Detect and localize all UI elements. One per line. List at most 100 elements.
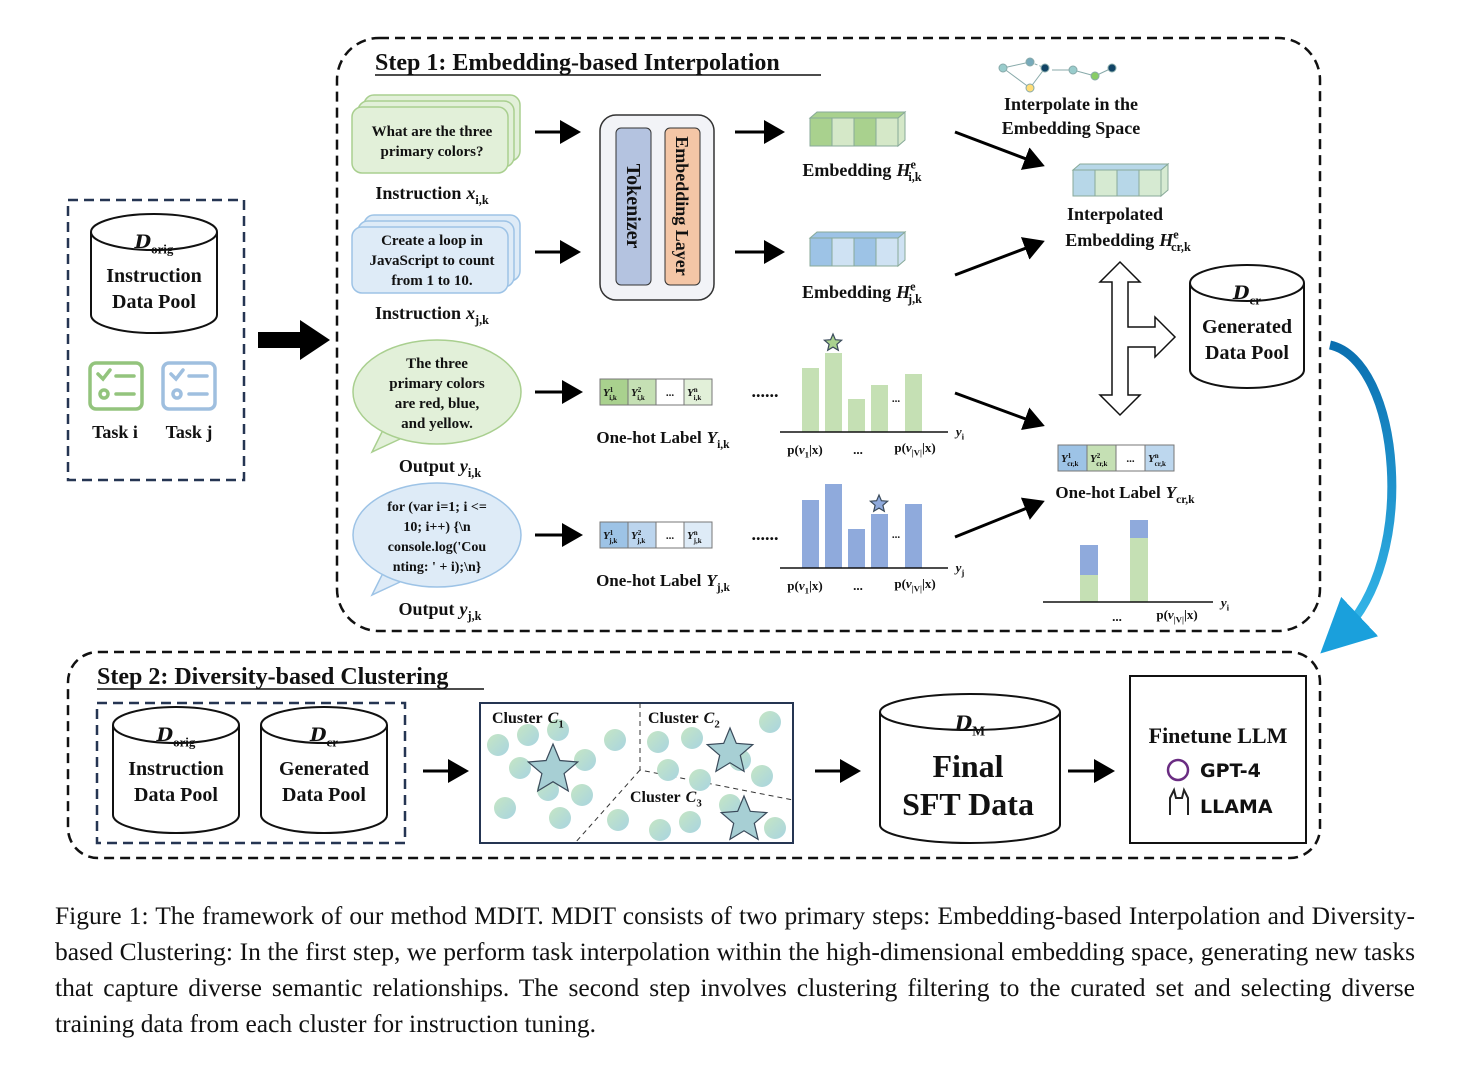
- pool-frame: [95, 701, 407, 845]
- text-part: e: [910, 279, 916, 293]
- math-label: Instruction xi,k: [375, 183, 488, 207]
- text-part: Y: [1090, 453, 1098, 465]
- text-part: Y: [1166, 483, 1178, 502]
- label: are red, blue,: [395, 396, 480, 412]
- pool-symbol: Dcr: [309, 724, 338, 749]
- distribution-bar: [871, 514, 888, 568]
- text-part: v: [906, 576, 912, 591]
- text-part: Embedding: [1065, 230, 1154, 250]
- text-part: cr,k: [1155, 460, 1166, 468]
- data-point: [604, 729, 626, 751]
- label: The three: [406, 356, 468, 372]
- label-cell: [683, 378, 713, 406]
- text-part: H: [895, 160, 911, 180]
- label: Generated: [279, 758, 369, 780]
- math-label: Instruction xj,k: [375, 303, 489, 327]
- math-label: p(v1|x): [787, 442, 822, 460]
- distribution-bar: [1080, 575, 1098, 602]
- label: ...: [892, 393, 901, 405]
- text-part: i: [1227, 603, 1230, 613]
- instruction-card: [351, 106, 509, 174]
- data-point: [574, 749, 596, 771]
- interpolate-icon: [998, 57, 1117, 93]
- embedding-cell: [1116, 169, 1140, 197]
- label: Step 1: Embedding-based Interpolation: [375, 50, 780, 76]
- text-part: Y: [603, 530, 611, 542]
- text-part: One-hot Label: [1055, 483, 1161, 502]
- data-point: [517, 724, 539, 746]
- text-part: C: [548, 710, 559, 727]
- cylinder: [90, 232, 218, 334]
- text-part: j,k: [608, 537, 617, 545]
- text-part: j,k: [907, 292, 922, 306]
- task-icon-j: [161, 361, 217, 411]
- text-part: n: [694, 386, 698, 394]
- label: Embedding Layer: [672, 136, 692, 276]
- label: Data Pool: [1205, 342, 1289, 364]
- label: SFT Data: [902, 786, 1034, 822]
- label: Embedding Space: [1002, 118, 1141, 138]
- data-point: [689, 769, 711, 791]
- distribution-bar: [1130, 538, 1148, 602]
- text-part: 3: [696, 797, 702, 809]
- distribution-bar: [905, 504, 922, 568]
- cell-label: Y1 j,k: [603, 529, 617, 545]
- label-cell: [1115, 444, 1146, 472]
- label: ...: [666, 530, 675, 542]
- math-label: p(v1|x): [787, 578, 822, 596]
- text-part: p(: [894, 576, 906, 591]
- data-point: [719, 794, 741, 816]
- cylinder-top: [260, 706, 388, 744]
- text-part: v: [799, 578, 805, 593]
- embedding-top: [808, 231, 907, 239]
- text-part: Y: [687, 530, 695, 542]
- cell-label: Y2 i,k: [631, 386, 645, 402]
- math-label: One-hot Label Ycr,k: [1055, 483, 1195, 506]
- data-point: [547, 719, 569, 741]
- text-part: Output: [399, 456, 455, 476]
- embedding-cell: [809, 237, 833, 267]
- embedding-cell: [875, 237, 899, 267]
- label: primary colors?: [381, 144, 484, 160]
- text-part: cr,k: [1171, 240, 1191, 254]
- text-part: v: [1168, 607, 1174, 622]
- arrow: [954, 130, 1045, 170]
- text-part: Cluster: [492, 710, 543, 727]
- arrow: [954, 237, 1045, 277]
- text-part: |x): [922, 440, 936, 455]
- label: Task j: [166, 422, 213, 442]
- text-part: |x): [809, 578, 823, 593]
- text-part: |x): [1184, 607, 1198, 622]
- data-point: [679, 811, 701, 833]
- label: for (var i=1; i <=: [387, 500, 487, 515]
- embedding-cell: [1138, 169, 1162, 197]
- text-part: One-hot Label: [596, 571, 702, 590]
- text-part: Output: [399, 599, 455, 619]
- data-point: [487, 734, 509, 756]
- text-part: H: [1158, 230, 1174, 250]
- label: from 1 to 10.: [391, 273, 473, 289]
- label: ...: [853, 578, 863, 593]
- data-point: [494, 797, 516, 819]
- text-part: x: [465, 183, 475, 203]
- text-part: cr: [1250, 292, 1262, 307]
- figure: Dorig Instruction Data Pool Task i Task j Ste…: [66, 36, 1397, 860]
- text-part: |x): [809, 442, 823, 457]
- label: ...: [1126, 453, 1135, 465]
- label-cell: [1144, 444, 1175, 472]
- text-part: |V|: [1174, 615, 1184, 625]
- label: ......: [752, 381, 779, 401]
- text-part: y: [954, 424, 962, 439]
- label: Finetune LLM: [1149, 723, 1288, 748]
- embedding-cell: [831, 237, 855, 267]
- cluster-divider: [574, 769, 641, 844]
- cell-label: Y2 cr,k: [1090, 452, 1108, 468]
- label: What are the three: [372, 124, 493, 140]
- text-part: y: [1219, 595, 1227, 610]
- distribution-bar: [1130, 520, 1148, 538]
- text-part: Cluster: [648, 710, 699, 727]
- text-part: e: [910, 157, 916, 171]
- distribution-bar: [802, 368, 819, 432]
- cylinder: [112, 725, 240, 834]
